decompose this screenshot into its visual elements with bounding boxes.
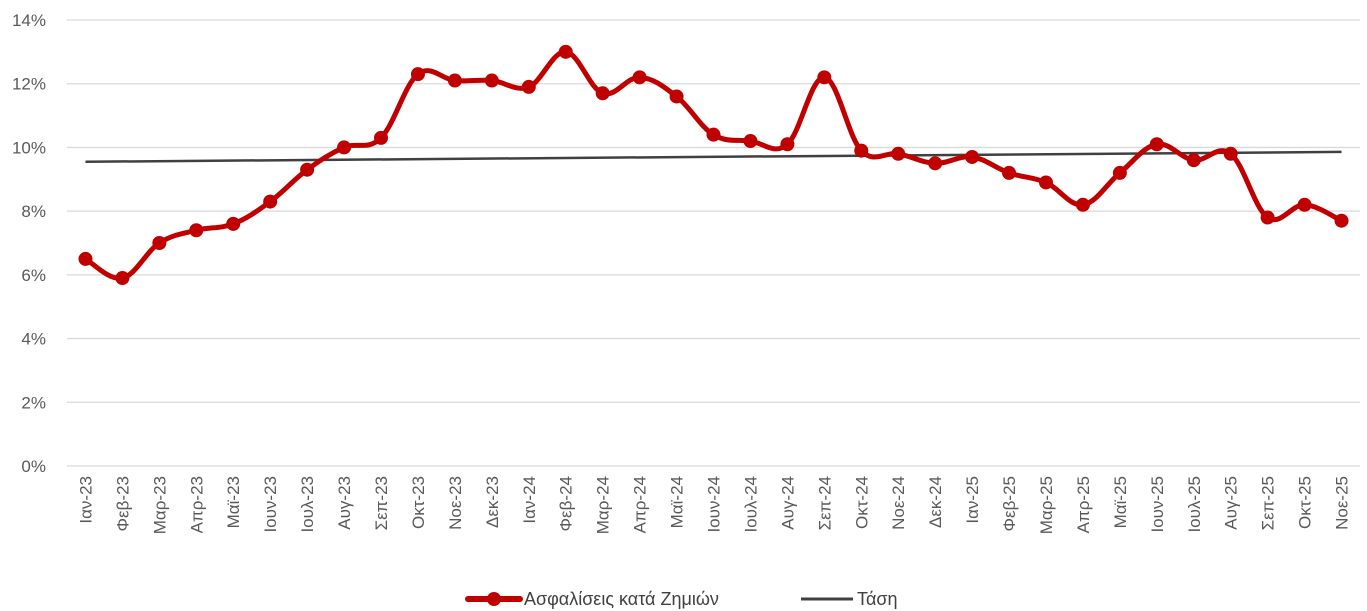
series-point — [1038, 175, 1053, 190]
series-point — [780, 137, 795, 152]
y-tick-label: 0% — [21, 457, 46, 476]
trend-line — [85, 150, 1342, 164]
x-tick-label: Ιαν-23 — [76, 476, 95, 524]
series-point — [632, 70, 647, 85]
x-tick-label: Φεβ-23 — [113, 476, 132, 532]
x-tick-label: Σεπ-25 — [1259, 476, 1278, 530]
series-point — [743, 134, 758, 149]
series-point — [484, 73, 499, 88]
series-point — [1002, 165, 1017, 180]
series-point — [115, 271, 130, 286]
series-point — [854, 143, 869, 158]
x-tick-label: Ιουν-25 — [1148, 476, 1167, 533]
series-point — [1297, 197, 1312, 212]
x-tick-label: Ιουλ-23 — [298, 476, 317, 533]
y-tick-label: 12% — [12, 75, 46, 94]
y-axis-tick-labels: 0% 2% 4% 6% 8% 10% 12% 14% — [12, 11, 46, 476]
x-tick-label: Νοε-23 — [446, 476, 465, 530]
series-point — [152, 236, 167, 250]
x-tick-label: Σεπ-23 — [372, 476, 391, 530]
x-tick-label: Απρ-24 — [631, 476, 650, 533]
series-point — [1186, 153, 1201, 168]
series-point — [1112, 165, 1127, 180]
y-tick-label: 8% — [21, 202, 46, 221]
series-point — [521, 79, 536, 94]
x-tick-label: Ιουλ-25 — [1185, 476, 1204, 533]
main-series — [78, 44, 1349, 286]
series-point — [891, 146, 906, 161]
series-line — [82, 49, 1345, 281]
x-tick-label: Μαρ-24 — [594, 476, 613, 534]
series-point — [447, 73, 462, 88]
x-tick-label: Φεβ-24 — [557, 476, 576, 532]
x-tick-label: Ιουν-24 — [705, 476, 724, 533]
x-axis-tick-labels: Ιαν-23 Φεβ-23 Μαρ-23 Απρ-23 Μαϊ-23 Ιουν-23 Ιου… — [76, 476, 1351, 534]
series-point — [669, 89, 684, 104]
series-point — [595, 86, 610, 101]
y-tick-label: 14% — [12, 11, 46, 30]
x-tick-label: Οκτ-25 — [1296, 476, 1315, 529]
x-tick-label: Νοε-24 — [889, 476, 908, 530]
series-point — [1149, 137, 1164, 152]
x-tick-label: Μαϊ-24 — [668, 476, 687, 528]
series-point — [965, 149, 980, 164]
legend: Ασφαλίσεις κατά Ζημιών Τάση — [465, 589, 898, 609]
x-tick-label: Δεκ-23 — [483, 476, 502, 528]
series-point — [300, 162, 315, 177]
x-tick-label: Νοε-25 — [1333, 476, 1352, 530]
x-tick-label: Οκτ-23 — [409, 476, 428, 529]
x-tick-label: Οκτ-24 — [852, 476, 871, 529]
series-point — [78, 251, 93, 266]
series-point — [817, 70, 832, 85]
series-point — [226, 216, 241, 231]
x-tick-label: Αυγ-24 — [778, 476, 797, 530]
series-point — [374, 130, 389, 145]
series-point — [337, 140, 352, 155]
x-tick-label: Ιουλ-24 — [741, 476, 760, 533]
legend-label-trend: Τάση — [857, 589, 898, 609]
series-point — [1075, 197, 1090, 212]
y-tick-label: 4% — [21, 330, 46, 349]
y-tick-label: 6% — [21, 266, 46, 285]
series-point — [928, 156, 943, 171]
x-tick-label: Μαϊ-23 — [224, 476, 243, 528]
x-tick-label: Σεπ-24 — [815, 476, 834, 530]
series-point — [558, 44, 573, 59]
x-tick-label: Μαρ-23 — [150, 476, 169, 534]
legend-marker-dot-series — [487, 592, 501, 606]
x-tick-label: Απρ-25 — [1074, 476, 1093, 533]
series-point — [706, 127, 721, 142]
x-tick-label: Ιαν-25 — [963, 476, 982, 524]
x-tick-label: Ιουν-23 — [261, 476, 280, 533]
x-tick-label: Απρ-23 — [187, 476, 206, 533]
x-tick-label: Μαρ-25 — [1037, 476, 1056, 534]
series-point — [1334, 213, 1349, 228]
gridlines — [67, 19, 1360, 467]
y-tick-label: 2% — [21, 393, 46, 412]
legend-label-series: Ασφαλίσεις κατά Ζημιών — [524, 589, 719, 609]
x-tick-label: Φεβ-25 — [1000, 476, 1019, 532]
trend-series — [85, 150, 1342, 164]
x-tick-label: Δεκ-24 — [926, 476, 945, 528]
x-tick-label: Αυγ-23 — [335, 476, 354, 530]
series-point — [263, 194, 278, 209]
series-point — [1260, 210, 1275, 225]
x-tick-label: Αυγ-25 — [1222, 476, 1241, 530]
series-point — [189, 223, 204, 238]
y-tick-label: 10% — [12, 138, 46, 157]
x-tick-label: Ιαν-24 — [520, 476, 539, 524]
series-point — [410, 67, 425, 82]
x-tick-label: Μαϊ-25 — [1111, 476, 1130, 528]
series-point — [1223, 146, 1238, 161]
